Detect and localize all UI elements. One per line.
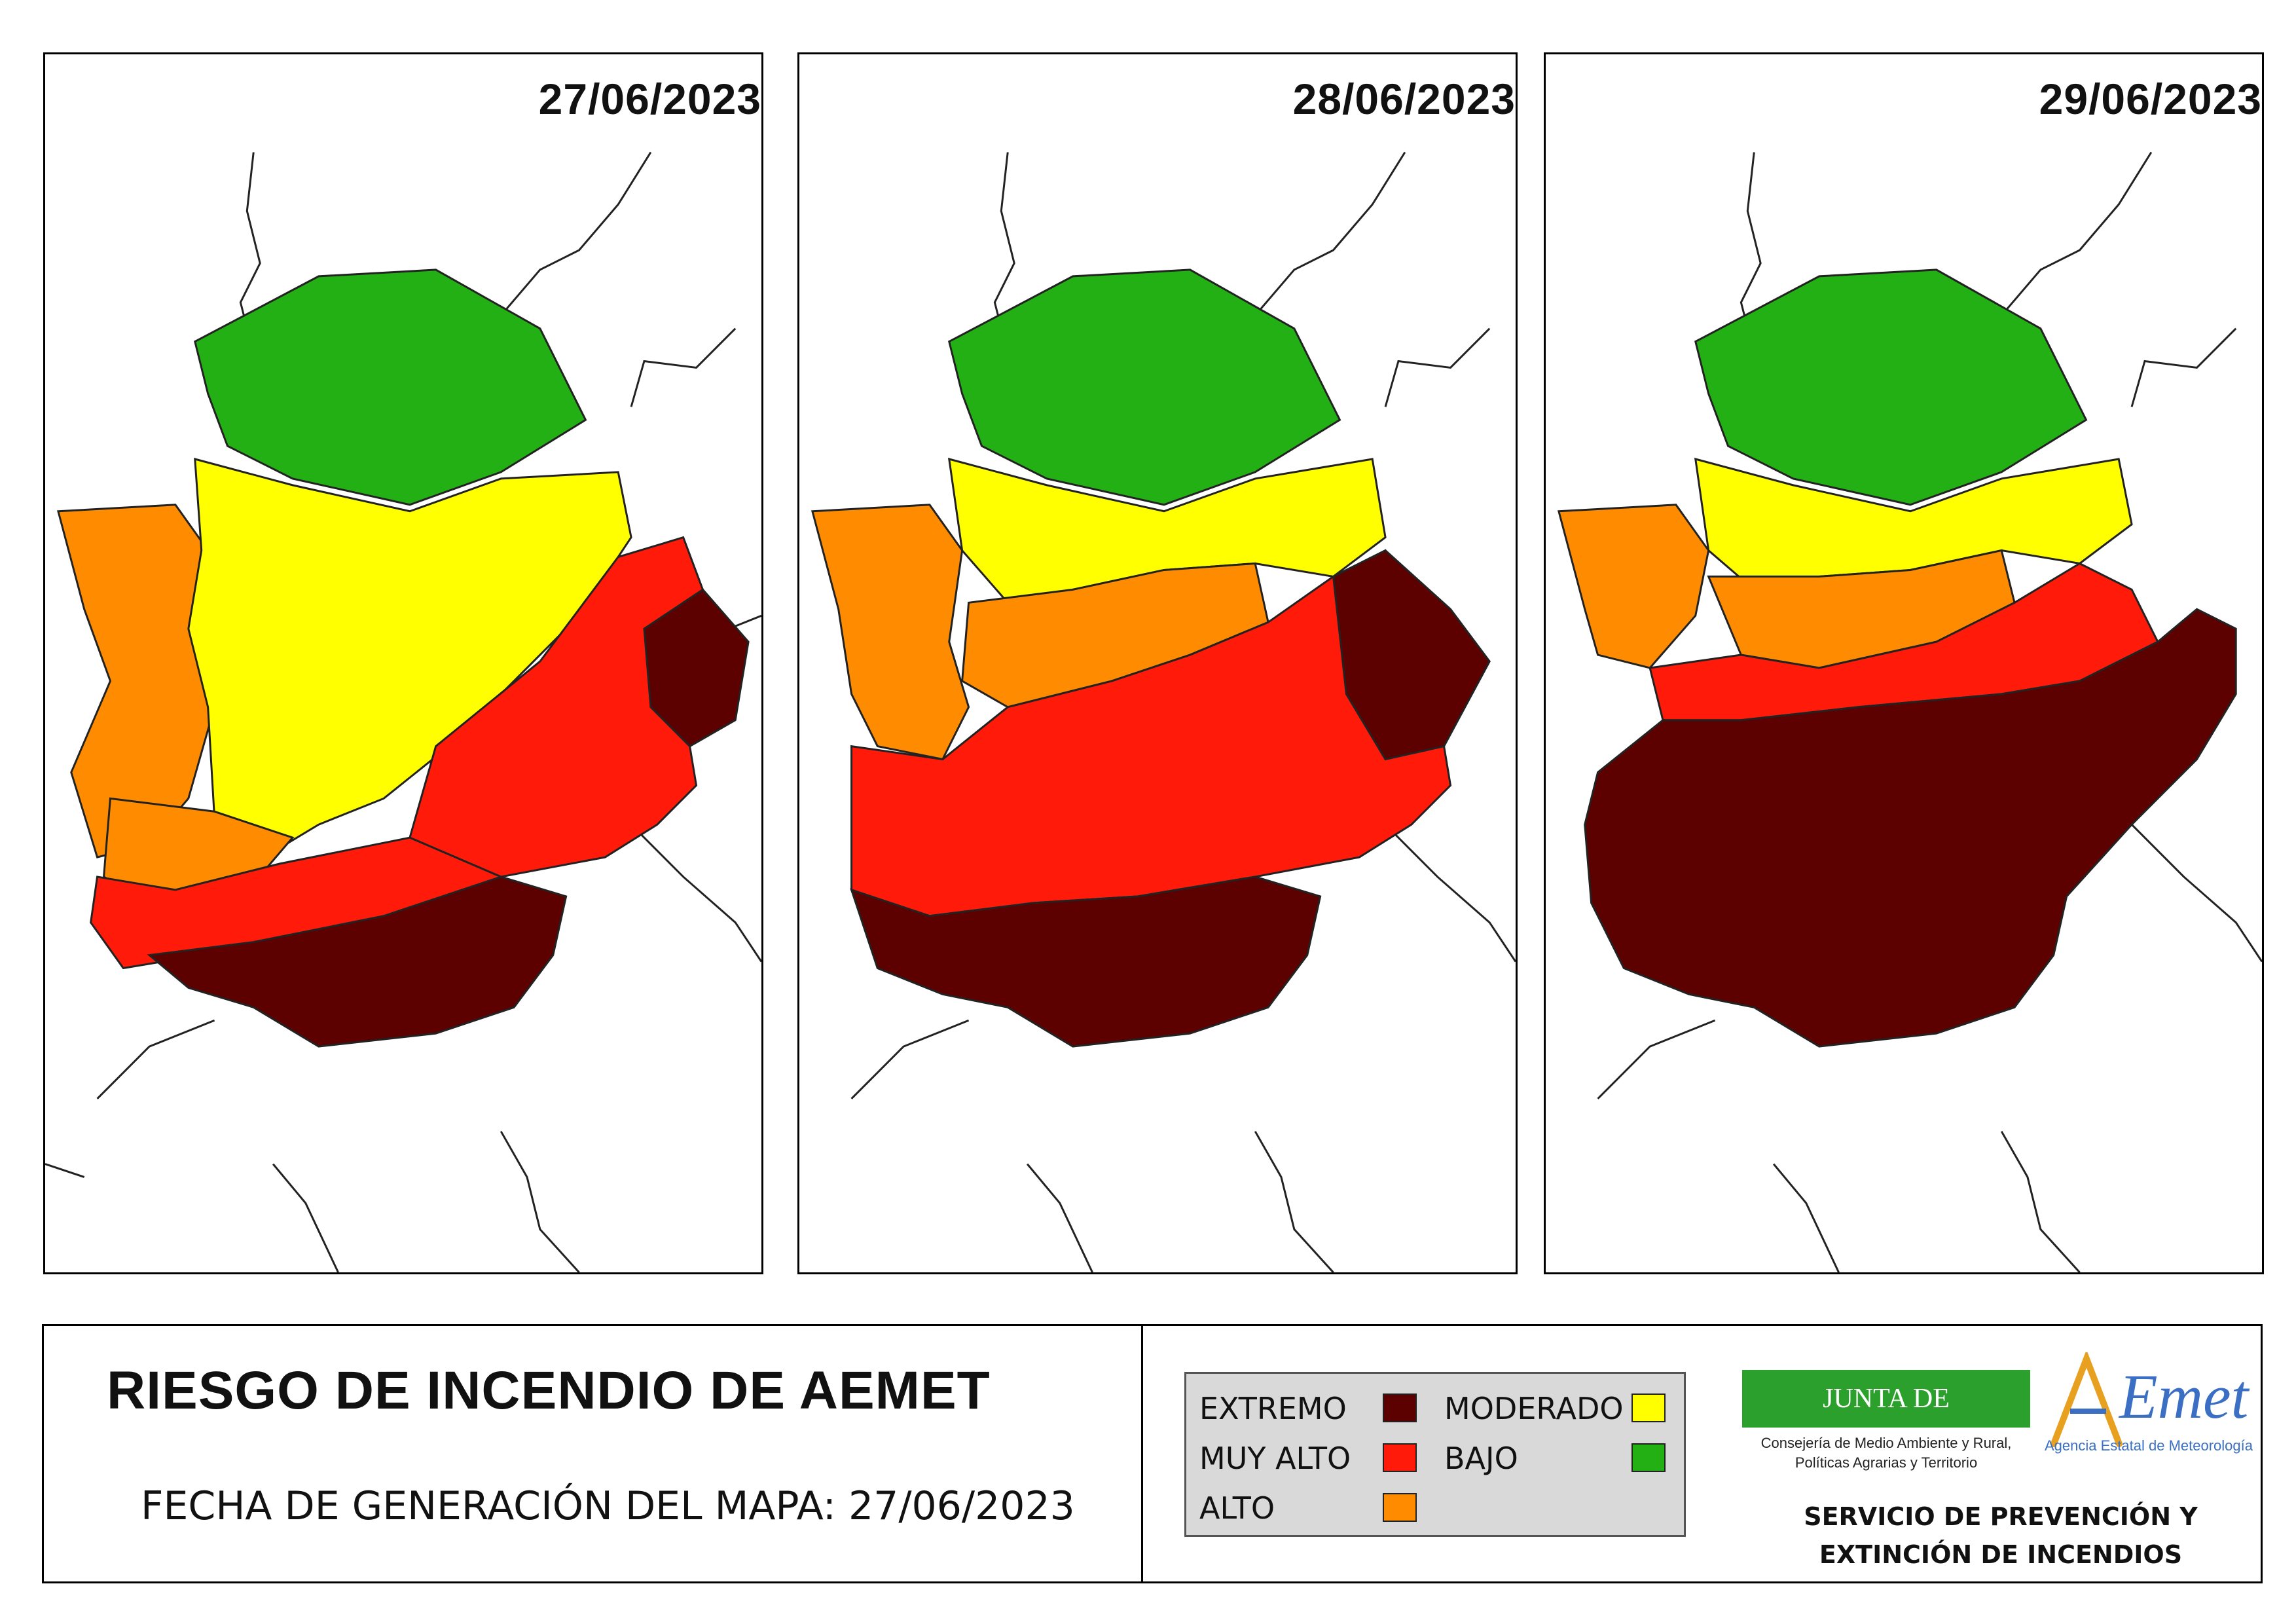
footer-box: RIESGO DE INCENDIO DE AEMET FECHA DE GEN… [42,1324,2263,1583]
junta-logo: JUNTA DE EXTREMADURA [1742,1370,2030,1471]
service-line-2: EXTINCIÓN DE INCENDIOS [1819,1540,2183,1569]
map-date-2: 28/06/2023 [1292,75,1516,123]
legend-label-muy-alto: MUY ALTO [1199,1441,1351,1476]
legend-swatch-bajo [1631,1443,1666,1472]
junta-subtitle-line-2: Políticas Agrarias y Territorio [1795,1454,1978,1471]
svg-text:Emet: Emet [2118,1361,2250,1431]
footer-divider [1141,1326,1143,1581]
generation-date: FECHA DE GENERACIÓN DEL MAPA: 27/06/2023 [141,1483,1075,1529]
legend-swatch-moderado [1631,1393,1666,1422]
service-name: SERVICIO DE PREVENCIÓN Y EXTINCIÓN DE IN… [1742,1498,2259,1574]
map-2 [811,151,1516,1272]
legend-swatch-extremo [1383,1393,1417,1422]
legend-swatch-muy-alto [1383,1443,1417,1472]
aemet-logo: Emet [2050,1352,2250,1447]
map-1 [45,151,761,1272]
map-3 [1557,151,2262,1272]
map-panel-3: 29/06/2023 [1544,52,2264,1274]
map-date-3: 29/06/2023 [2039,75,2262,123]
legend: EXTREMO MUY ALTO ALTO MODERADO BAJO [1184,1372,1686,1537]
legend-label-extremo: EXTREMO [1199,1391,1347,1426]
map-panel-2: 28/06/2023 [797,52,1518,1274]
map-date-1: 27/06/2023 [538,75,761,123]
map-panel-1: 27/06/2023 [43,52,763,1274]
legend-label-moderado: MODERADO [1444,1391,1624,1426]
aemet-subtitle: Agencia Estatal de Meteorología [2045,1437,2253,1454]
legend-swatch-alto [1383,1493,1417,1522]
legend-label-alto: ALTO [1199,1490,1275,1526]
service-line-1: SERVICIO DE PREVENCIÓN Y [1804,1502,2198,1531]
legend-label-bajo: BAJO [1444,1441,1518,1476]
junta-subtitle: Consejería de Medio Ambiente y Rural, Po… [1738,1433,2034,1473]
junta-subtitle-line-1: Consejería de Medio Ambiente y Rural, [1760,1435,2012,1451]
map-title: RIESGO DE INCENDIO DE AEMET [107,1361,991,1420]
